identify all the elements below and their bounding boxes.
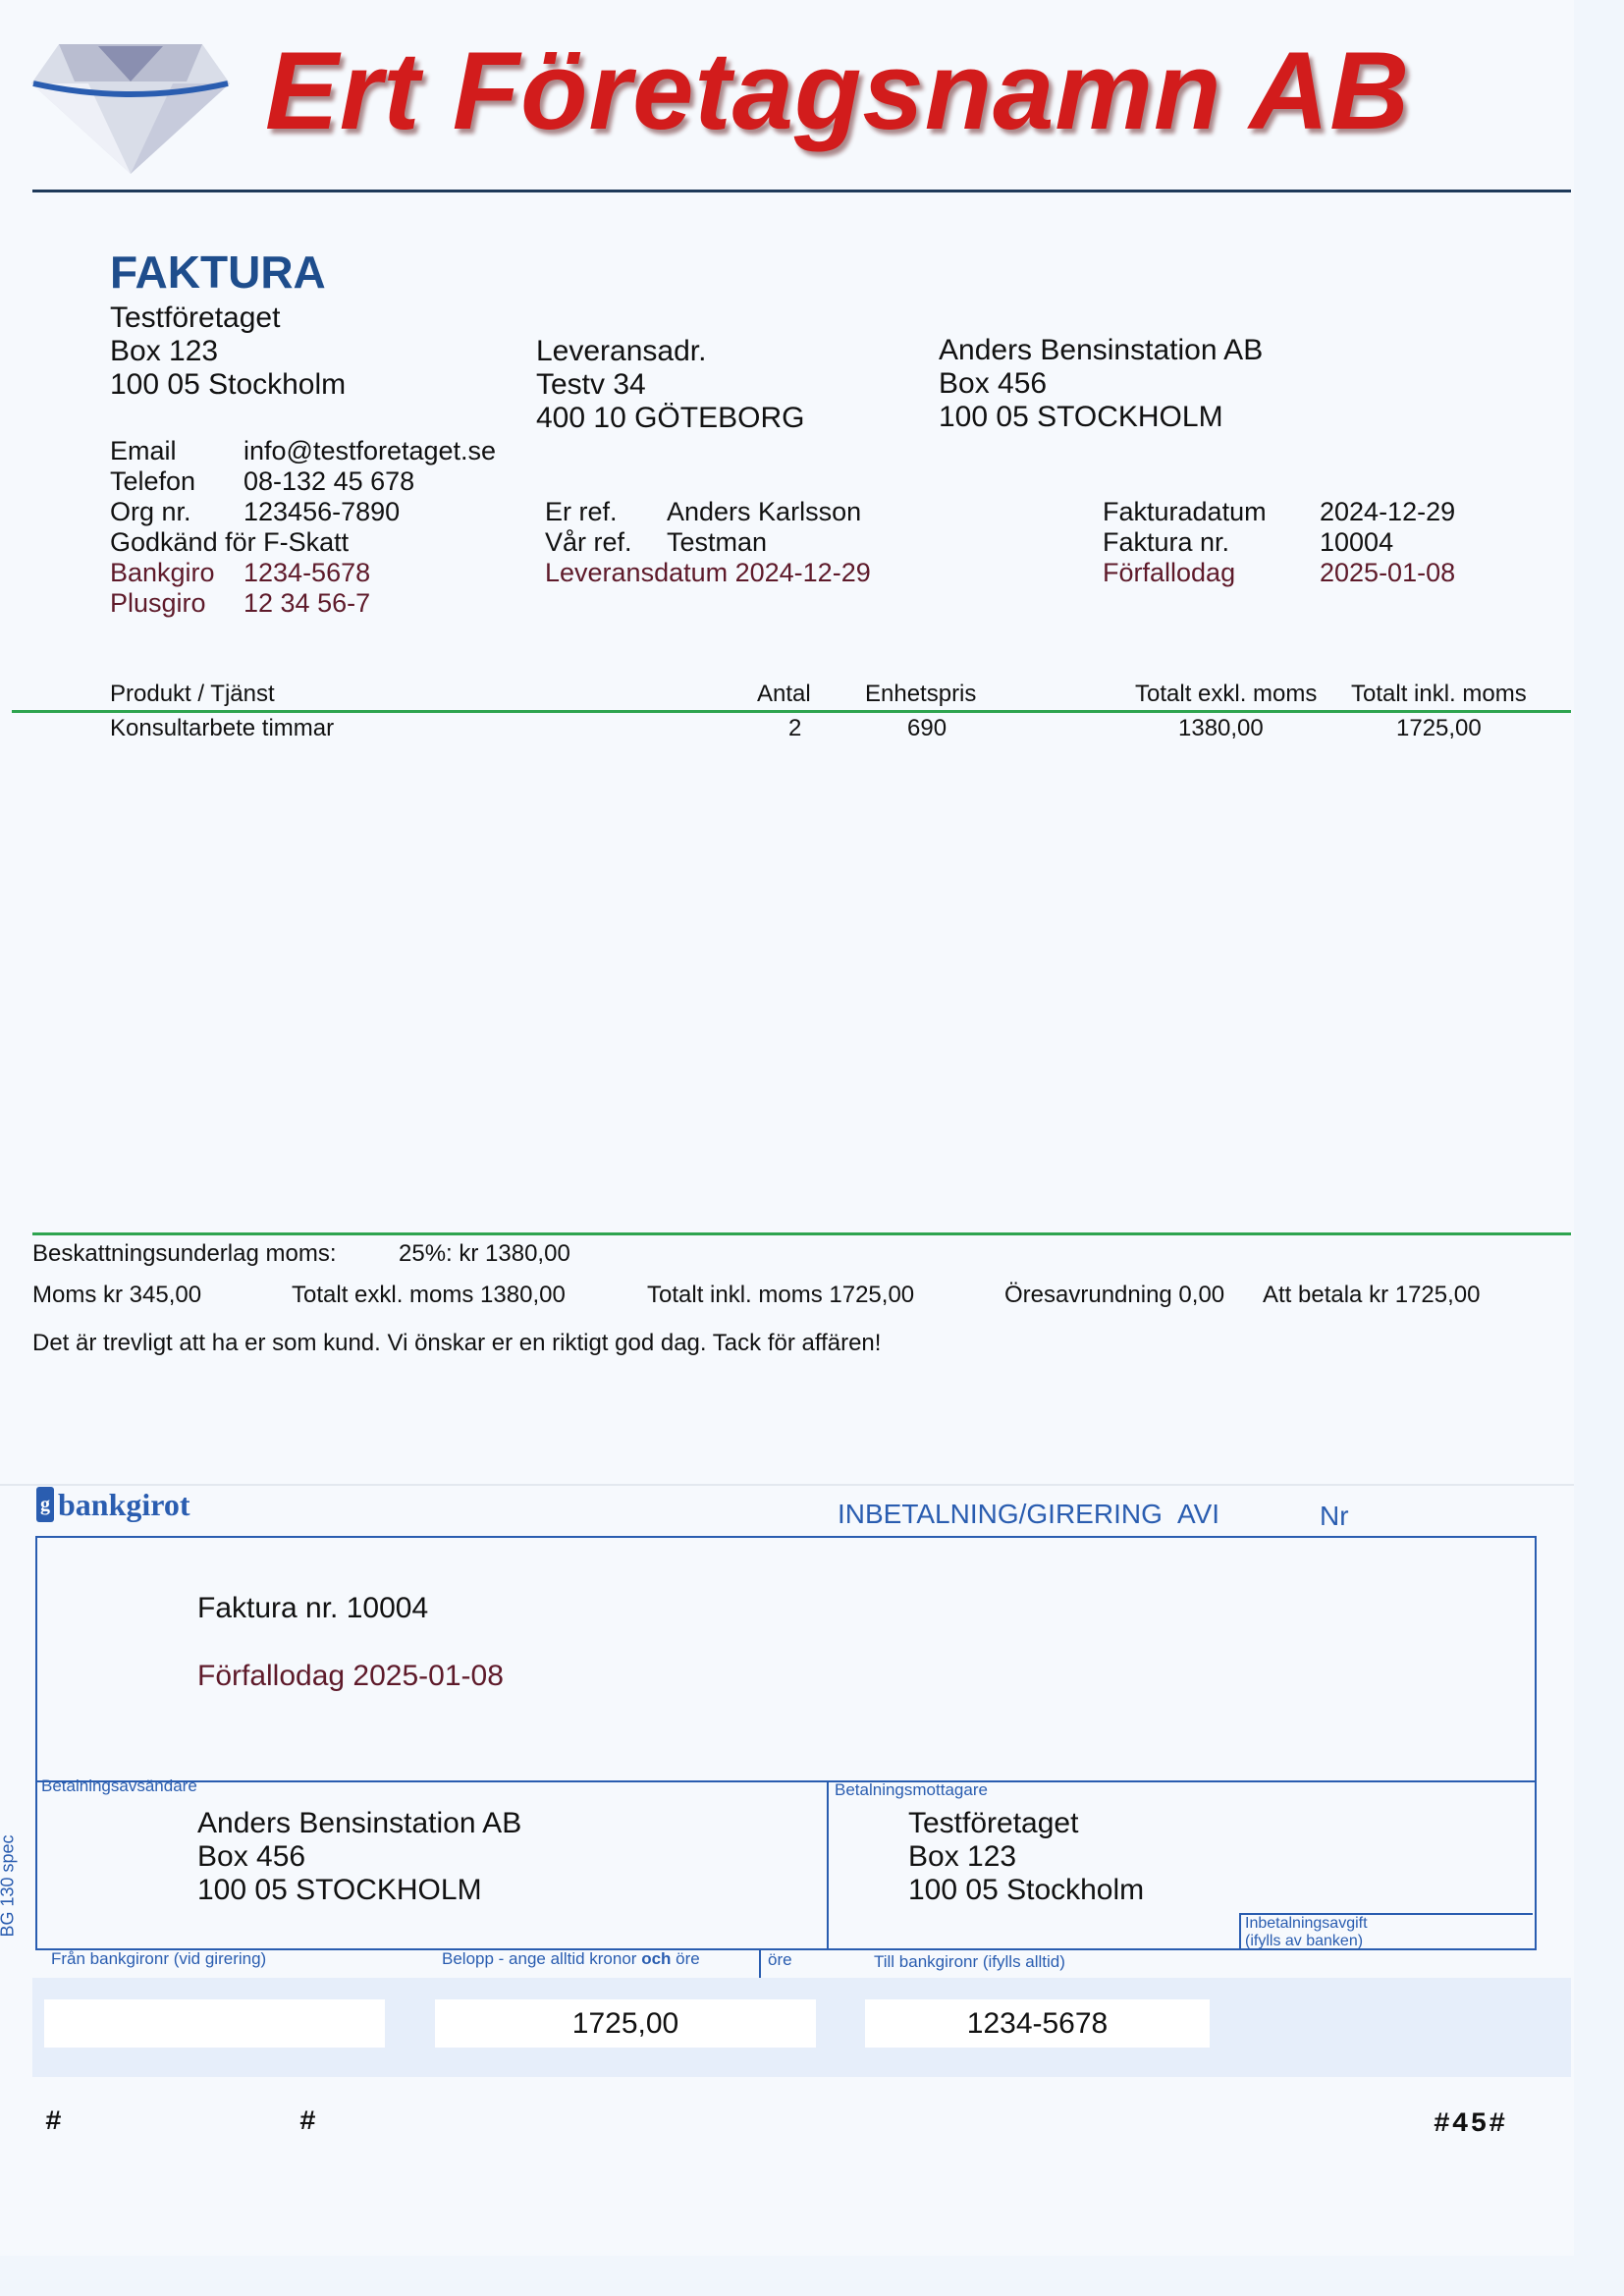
payee-name: Testföretaget — [908, 1807, 1079, 1839]
plusgiro-label: Plusgiro — [110, 588, 206, 618]
payee-address2: 100 05 Stockholm — [908, 1874, 1145, 1906]
contact-phone-label: Telefon — [110, 466, 196, 496]
contact-phone-value: 08-132 45 678 — [244, 466, 415, 496]
col-header-unit-price: Enhetspris — [865, 681, 977, 707]
col-header-product: Produkt / Tjänst — [110, 681, 275, 707]
invoice-no-label: Faktura nr. — [1103, 527, 1230, 557]
contact-email-label: Email — [110, 436, 177, 465]
payee-label: Betalningsmottagare — [835, 1780, 988, 1799]
slip-perforation — [0, 1484, 1574, 1486]
form-avi: AVI — [1177, 1499, 1220, 1529]
col-header-total-excl: Totalt exkl. moms — [1135, 681, 1318, 707]
ocr-mark-3: #45# — [1434, 2109, 1508, 2140]
total-incl: Totalt inkl. moms 1725,00 — [647, 1282, 915, 1308]
bankgirot-icon: g — [36, 1487, 54, 1522]
amount-to-pay: Att betala kr 1725,00 — [1263, 1282, 1481, 1308]
slip-invoice-no: Faktura nr. 10004 — [197, 1592, 429, 1624]
due-date-value: 2025-01-08 — [1320, 558, 1456, 587]
contact-email-value: info@testforetaget.se — [244, 436, 497, 465]
amount-label-c: öre — [671, 1949, 700, 1968]
fee-label-2: (ifylls av banken) — [1245, 1933, 1364, 1949]
sender-address1: Box 123 — [110, 335, 219, 367]
ftax-text: Godkänd för F-Skatt — [110, 527, 350, 557]
contact-org-label: Org nr. — [110, 497, 191, 526]
invoice-no-value: 10004 — [1320, 527, 1394, 557]
payee-address1: Box 123 — [908, 1840, 1017, 1873]
col-header-total-incl: Totalt inkl. moms — [1351, 681, 1527, 707]
from-bankgiro-field[interactable] — [44, 1999, 385, 2048]
cell-total-excl: 1380,00 — [1178, 715, 1264, 741]
recipient-name: Anders Bensinstation AB — [939, 334, 1264, 366]
payer-name: Anders Bensinstation AB — [197, 1807, 522, 1839]
amount-label: Belopp - ange alltid kronor och öre — [442, 1949, 700, 1969]
cell-unit-price: 690 — [907, 715, 947, 741]
delivery-address1: Testv 34 — [536, 368, 646, 401]
var-ref-label: Vår ref. — [545, 527, 632, 557]
col-header-qty: Antal — [757, 681, 811, 707]
form-nr: Nr — [1320, 1501, 1349, 1531]
header-divider — [32, 190, 1571, 192]
amount-label-a: Belopp - ange alltid kronor — [442, 1949, 642, 1968]
form-title: INBETALNING/GIRERING — [838, 1499, 1163, 1529]
due-date-label: Förfallodag — [1103, 558, 1236, 587]
fee-box: Inbetalningsavgift (ifylls av banken) — [1239, 1913, 1533, 1950]
rounding: Öresavrundning 0,00 — [1004, 1282, 1225, 1308]
slip-due-date: Förfallodag 2025-01-08 — [197, 1660, 504, 1692]
contact-org-value: 123456-7890 — [244, 497, 401, 526]
er-ref-value: Anders Karlsson — [667, 497, 862, 526]
bankgirot-logo: g bankgirot — [36, 1485, 190, 1524]
recipient-address2: 100 05 STOCKHOLM — [939, 401, 1223, 433]
amount-field[interactable]: 1725,00 — [435, 1999, 816, 2048]
invoice-page: Ert Företagsnamn AB FAKTURA Testföretage… — [0, 29, 1574, 2140]
slip-vertical-divider — [827, 1781, 829, 1948]
plusgiro-value: 12 34 56-7 — [244, 588, 371, 618]
payer-label: Betalningsavsändare — [41, 1777, 197, 1795]
doc-title: FAKTURA — [110, 246, 326, 298]
sender-name: Testföretaget — [110, 301, 281, 334]
delivery-label: Leveransadr. — [536, 335, 707, 367]
table-footer-divider — [32, 1232, 1571, 1235]
diamond-icon — [31, 44, 230, 174]
sender-address2: 100 05 Stockholm — [110, 368, 347, 401]
bankgiro-value: 1234-5678 — [244, 558, 371, 587]
tax-base-label: Beskattningsunderlag moms: — [32, 1240, 337, 1267]
delivery-address2: 400 10 GÖTEBORG — [536, 402, 805, 434]
table-header-divider — [12, 710, 1571, 713]
slip-box — [35, 1536, 1537, 1950]
cell-qty: 2 — [788, 715, 802, 741]
bankgiro-label: Bankgiro — [110, 558, 215, 587]
bankgirot-text: bankgirot — [58, 1486, 190, 1522]
payer-address2: 100 05 STOCKHOLM — [197, 1874, 482, 1906]
slip-divider — [35, 1780, 1535, 1782]
delivery-date: Leveransdatum 2024-12-29 — [545, 558, 871, 587]
cell-total-incl: 1725,00 — [1396, 715, 1482, 741]
payer-address1: Box 456 — [197, 1840, 306, 1873]
invoice-date-value: 2024-12-29 — [1320, 497, 1456, 526]
er-ref-label: Er ref. — [545, 497, 618, 526]
to-bankgiro-field[interactable]: 1234-5678 — [865, 1999, 1210, 2048]
amount-label-b: och — [641, 1949, 672, 1968]
ore-divider — [759, 1950, 761, 1978]
company-name: Ert Företagsnamn AB — [265, 29, 1411, 152]
ore-label: öre — [768, 1950, 792, 1969]
to-bankgiro-label: Till bankgironr (ifylls alltid) — [874, 1952, 1065, 1971]
tax-base-value: 25%: kr 1380,00 — [399, 1240, 570, 1267]
cell-product: Konsultarbete timmar — [110, 715, 335, 741]
bg-spec-label: BG 130 spec — [0, 1834, 18, 1938]
fee-label-1: Inbetalningsavgift — [1245, 1915, 1368, 1932]
ocr-mark-1: # — [45, 2107, 62, 2138]
ocr-mark-2: # — [299, 2107, 316, 2138]
moms-amount: Moms kr 345,00 — [32, 1282, 202, 1308]
thank-you-message: Det är trevligt att ha er som kund. Vi ö… — [32, 1330, 882, 1356]
invoice-date-label: Fakturadatum — [1103, 497, 1267, 526]
total-excl: Totalt exkl. moms 1380,00 — [292, 1282, 566, 1308]
var-ref-value: Testman — [667, 527, 768, 557]
from-bankgiro-label: Från bankgironr (vid girering) — [51, 1949, 267, 1968]
recipient-address1: Box 456 — [939, 367, 1048, 400]
